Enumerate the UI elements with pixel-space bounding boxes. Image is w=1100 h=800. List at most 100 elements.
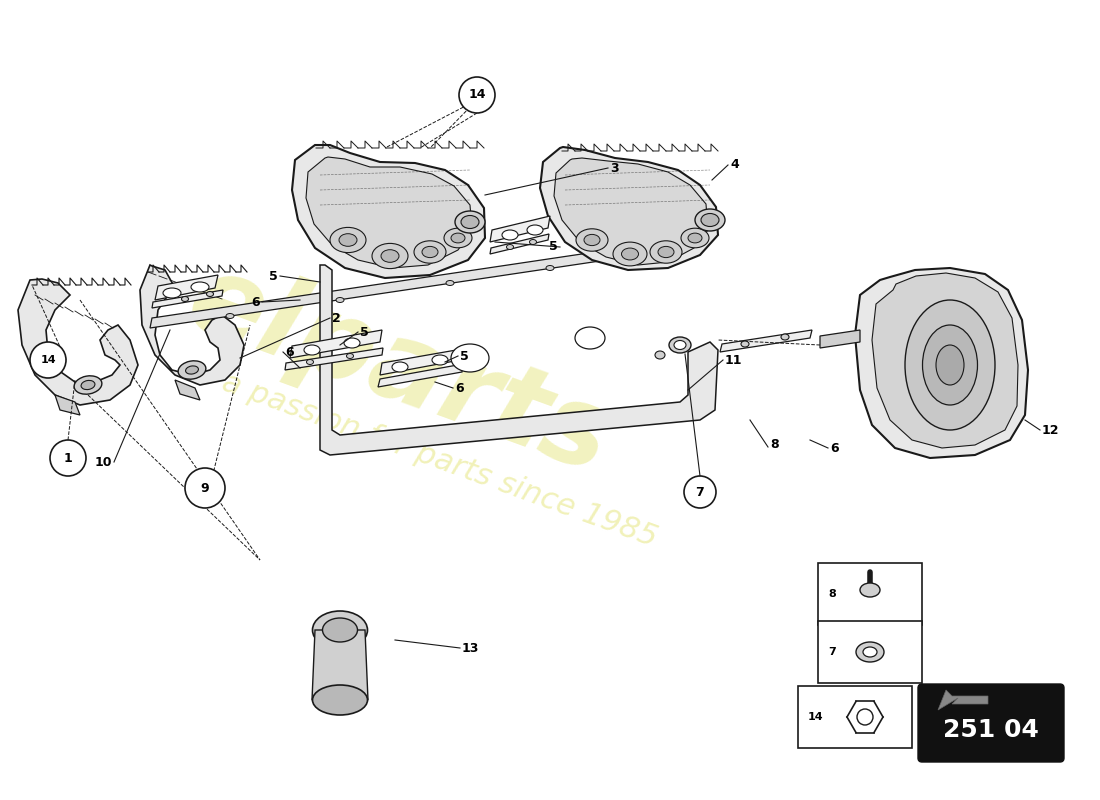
Polygon shape [152, 290, 223, 308]
Text: 10: 10 [95, 455, 112, 469]
Text: 8: 8 [828, 589, 836, 599]
Polygon shape [855, 268, 1028, 458]
Ellipse shape [392, 362, 408, 372]
Ellipse shape [701, 214, 719, 226]
Ellipse shape [330, 227, 366, 253]
Text: 3: 3 [610, 162, 618, 174]
Ellipse shape [575, 327, 605, 349]
Ellipse shape [186, 366, 198, 374]
Ellipse shape [207, 291, 213, 297]
Polygon shape [540, 147, 718, 270]
Ellipse shape [312, 611, 367, 649]
Ellipse shape [182, 297, 188, 302]
Ellipse shape [781, 334, 789, 340]
Ellipse shape [432, 355, 448, 365]
Polygon shape [379, 349, 462, 375]
Ellipse shape [860, 583, 880, 597]
Polygon shape [490, 234, 549, 254]
Ellipse shape [923, 325, 978, 405]
Polygon shape [820, 330, 860, 348]
Ellipse shape [191, 282, 209, 292]
Ellipse shape [856, 642, 884, 662]
Text: 6: 6 [252, 295, 260, 309]
Circle shape [684, 476, 716, 508]
Ellipse shape [74, 376, 102, 394]
Text: 14: 14 [808, 712, 824, 722]
Polygon shape [155, 275, 218, 300]
Text: 2: 2 [332, 311, 341, 325]
Ellipse shape [226, 314, 234, 318]
Ellipse shape [344, 338, 360, 348]
Ellipse shape [650, 241, 682, 263]
Ellipse shape [527, 225, 543, 235]
Ellipse shape [372, 243, 408, 269]
Ellipse shape [936, 345, 964, 385]
Ellipse shape [864, 647, 877, 657]
Circle shape [50, 440, 86, 476]
Text: 14: 14 [469, 89, 486, 102]
Polygon shape [285, 348, 383, 370]
Ellipse shape [312, 685, 367, 715]
Ellipse shape [584, 234, 600, 246]
Text: 7: 7 [828, 647, 836, 657]
Polygon shape [290, 330, 382, 358]
Circle shape [185, 468, 226, 508]
Text: a passion for parts since 1985: a passion for parts since 1985 [219, 367, 661, 553]
Polygon shape [150, 248, 622, 328]
Text: 6: 6 [830, 442, 838, 454]
Text: 6: 6 [455, 382, 463, 394]
Ellipse shape [178, 361, 206, 379]
Ellipse shape [414, 241, 446, 263]
Ellipse shape [546, 266, 554, 270]
Ellipse shape [81, 381, 95, 390]
Polygon shape [292, 145, 485, 278]
Polygon shape [554, 158, 708, 265]
Ellipse shape [669, 337, 691, 353]
Text: 5: 5 [270, 270, 278, 282]
Text: 4: 4 [730, 158, 739, 171]
Ellipse shape [688, 233, 702, 243]
Polygon shape [938, 690, 988, 710]
Circle shape [30, 342, 66, 378]
Ellipse shape [307, 359, 314, 365]
Ellipse shape [322, 618, 358, 642]
Polygon shape [378, 364, 463, 387]
Ellipse shape [502, 230, 518, 240]
Polygon shape [312, 630, 368, 700]
Ellipse shape [451, 344, 490, 372]
Text: 7: 7 [695, 486, 704, 498]
Ellipse shape [422, 246, 438, 258]
Ellipse shape [336, 298, 344, 302]
FancyBboxPatch shape [798, 686, 912, 748]
Ellipse shape [381, 250, 399, 262]
Text: 11: 11 [725, 354, 742, 366]
Text: 8: 8 [770, 438, 779, 451]
FancyBboxPatch shape [818, 621, 922, 683]
Ellipse shape [621, 248, 638, 260]
Ellipse shape [451, 233, 465, 243]
Ellipse shape [695, 209, 725, 231]
Polygon shape [320, 265, 718, 455]
Polygon shape [18, 279, 138, 405]
Ellipse shape [506, 245, 514, 250]
Text: 5: 5 [549, 241, 558, 254]
Ellipse shape [339, 234, 358, 246]
Text: 251 04: 251 04 [943, 718, 1038, 742]
Polygon shape [140, 265, 244, 385]
Text: 12: 12 [1042, 423, 1059, 437]
Ellipse shape [613, 242, 647, 266]
Ellipse shape [905, 300, 996, 430]
Ellipse shape [444, 228, 472, 248]
Polygon shape [175, 380, 200, 400]
Text: 6: 6 [285, 346, 294, 358]
Ellipse shape [741, 341, 749, 347]
Ellipse shape [681, 228, 710, 248]
FancyBboxPatch shape [918, 684, 1064, 762]
Ellipse shape [658, 246, 674, 258]
Text: 5: 5 [360, 326, 368, 338]
Ellipse shape [446, 281, 454, 286]
Text: 9: 9 [200, 482, 209, 494]
Ellipse shape [529, 239, 537, 245]
Ellipse shape [304, 345, 320, 355]
Ellipse shape [461, 215, 478, 229]
